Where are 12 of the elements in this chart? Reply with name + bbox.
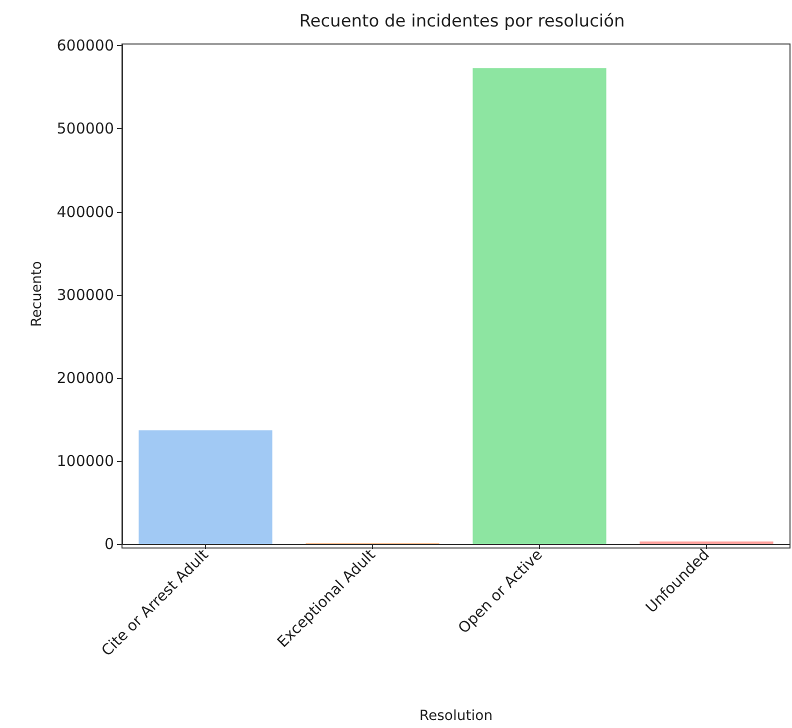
chart-title: Recuento de incidentes por resolución	[299, 12, 625, 32]
y-tick-label: 400000	[56, 202, 114, 221]
y-tick-label: 500000	[56, 120, 114, 138]
x-axis-title: Resolution	[419, 708, 493, 724]
y-tick-label: 0	[104, 535, 114, 553]
y-tick-label: 200000	[56, 368, 114, 387]
bar	[472, 68, 606, 544]
y-tick-label: 300000	[56, 286, 114, 304]
bar	[138, 430, 272, 544]
y-tick-label: 100000	[56, 452, 114, 470]
y-tick-label: 600000	[56, 36, 114, 55]
y-axis-title: Recuento	[29, 261, 45, 327]
